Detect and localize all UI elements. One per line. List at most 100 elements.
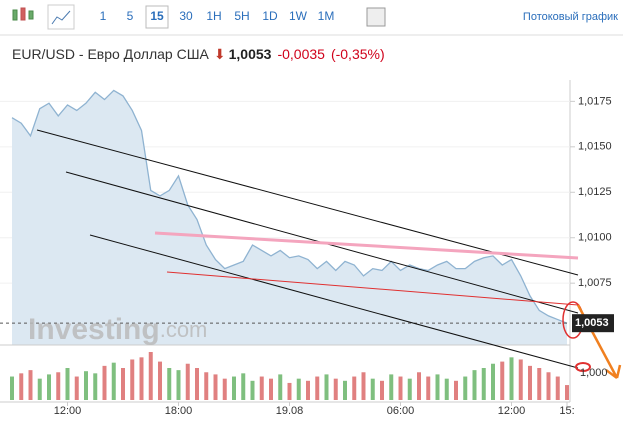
volume-bar: [10, 376, 14, 400]
area-icon-line: [51, 10, 71, 25]
interval-button[interactable]: 5: [127, 9, 134, 23]
volume-bar: [195, 368, 199, 400]
volume-bar: [47, 374, 51, 400]
volume-bar: [28, 370, 33, 400]
volume-bar: [426, 376, 431, 400]
volume-bar: [500, 361, 505, 400]
interval-selected: [145, 5, 169, 29]
volume-bar: [259, 376, 264, 400]
volume-bar: [250, 380, 255, 400]
volume-bar: [204, 372, 209, 400]
volume-bar: [370, 378, 375, 400]
interval-button[interactable]: 1W: [289, 9, 308, 23]
volume-bar: [435, 374, 440, 400]
volume-bar: [343, 380, 347, 400]
stream-link[interactable]: Потоковый график: [523, 11, 618, 23]
watermark: Investing.com: [28, 313, 207, 346]
interval-button[interactable]: 1H: [206, 9, 221, 23]
watermark-main: Investing: [28, 313, 160, 346]
volume-bar: [232, 376, 236, 400]
area-fill: [12, 90, 567, 345]
y-tick-label: 1,0100: [578, 232, 612, 244]
y-tick-label: 1,0075: [578, 277, 612, 289]
volume-bar: [518, 359, 523, 400]
volume-bar: [454, 380, 458, 400]
trend-line: [89, 234, 579, 369]
volume-bar: [509, 357, 514, 400]
x-tick-label: 15:: [559, 405, 574, 417]
volume-bar: [176, 370, 181, 400]
interval-button[interactable]: 1: [100, 9, 107, 23]
volume-bar: [528, 365, 532, 400]
candle-icon[interactable]: [12, 7, 34, 21]
trend-line: [166, 271, 579, 306]
interval-button[interactable]: 1D: [262, 9, 278, 23]
volume-bar: [417, 372, 421, 400]
interval-button[interactable]: 1M: [318, 9, 335, 23]
change: -0,0035: [277, 46, 325, 62]
volume-bar: [398, 376, 403, 400]
price-tag-box: [572, 314, 614, 333]
volume-bar: [148, 352, 153, 400]
interval-button[interactable]: 15: [150, 9, 164, 23]
y-tick-label: 1,0175: [578, 95, 612, 107]
volume-bar: [555, 376, 560, 400]
price-line: [11, 89, 568, 324]
volume-bar: [65, 368, 70, 400]
volume-bar: [158, 361, 162, 400]
volume-bar: [167, 368, 172, 400]
volume-bar: [185, 363, 190, 400]
x-tick-label: 12:00: [54, 405, 82, 417]
volume-bar: [213, 374, 218, 400]
x-tick-label: 18:00: [165, 405, 193, 417]
change-pct: (-0,35%): [331, 46, 385, 62]
volume-bar: [333, 378, 338, 400]
volume-bar: [407, 378, 412, 400]
volume-bar: [380, 380, 384, 400]
settings-icon[interactable]: [366, 7, 386, 27]
volume-bar: [19, 373, 24, 400]
highlight-circle: [575, 362, 591, 372]
x-tick-label: 12:00: [498, 405, 526, 417]
interval-button[interactable]: 5H: [234, 9, 249, 23]
y-axis-note: 1,000: [580, 367, 608, 379]
volume-bar: [491, 363, 495, 400]
x-tick-label: 19.08: [276, 405, 304, 417]
interval-button[interactable]: 30: [179, 9, 193, 23]
y-tick-label: 1,0150: [578, 141, 612, 153]
instrument-header: EUR/USD - Евро Доллар США ⬇ 1,0053 -0,0035 (…: [12, 46, 385, 62]
volume-bar: [389, 374, 394, 400]
volume-bar: [139, 357, 144, 400]
price: 1,0053: [229, 46, 272, 62]
trend-line: [36, 129, 579, 276]
volume-bar: [278, 374, 283, 400]
volume-bar: [481, 368, 486, 400]
volume-bar: [546, 372, 551, 400]
volume-bar: [352, 376, 357, 400]
volume-bar: [74, 376, 79, 400]
y-tick-label: 1,0125: [578, 186, 612, 198]
watermark-suffix: .com: [160, 317, 208, 342]
volume-bar: [121, 368, 125, 400]
down-arrow: ⬇: [214, 46, 226, 62]
volume-bar: [472, 370, 477, 400]
volume-bar: [565, 385, 569, 400]
volume-bar: [315, 376, 320, 400]
volume-bar: [111, 362, 116, 400]
x-tick-label: 06:00: [387, 405, 415, 417]
volume-bar: [444, 378, 449, 400]
volume-bar: [93, 373, 98, 400]
volume-bar: [102, 365, 107, 400]
volume-bar: [37, 378, 42, 400]
price-tag: 1,0053: [572, 314, 614, 333]
volume-bar: [84, 371, 88, 400]
volume-bar: [287, 382, 292, 400]
volume-bar: [306, 380, 310, 400]
volume-bar: [361, 372, 366, 400]
price-tag-label: 1,0053: [575, 317, 609, 329]
volume-bar: [56, 372, 61, 400]
volume-bar: [324, 374, 329, 400]
volume-bar: [241, 373, 246, 400]
area-icon[interactable]: [47, 4, 75, 30]
symbol: EUR/USD - Евро Доллар США: [12, 46, 210, 62]
